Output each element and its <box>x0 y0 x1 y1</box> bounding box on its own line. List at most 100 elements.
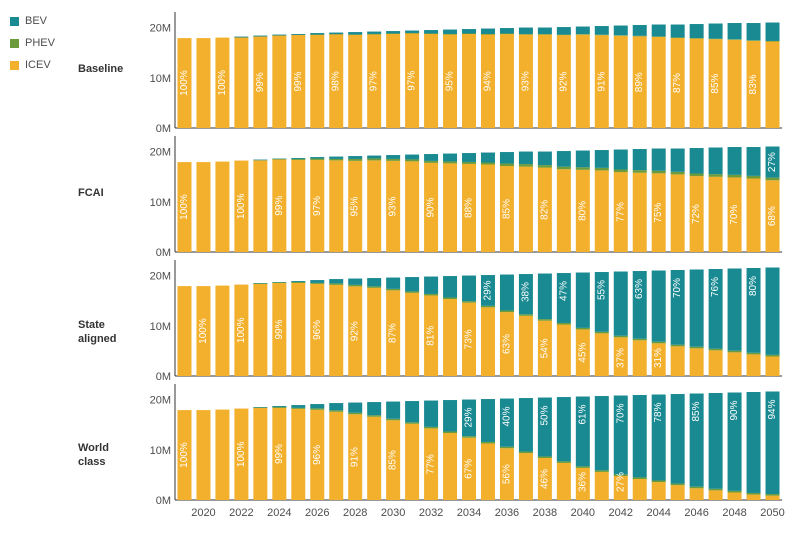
bar-bev-2025 <box>291 405 306 408</box>
bar-icev-2043 <box>632 479 647 500</box>
bar-icev-2047 <box>708 39 723 128</box>
bar-phev-2049 <box>746 492 761 495</box>
x-tick-label: 2050 <box>760 507 784 519</box>
bar-label: 80% <box>577 201 588 221</box>
bar-label: 88% <box>464 198 475 218</box>
bar-phev-2041 <box>594 167 609 171</box>
bar-bev-2040 <box>575 26 590 35</box>
bar-label: 100% <box>236 193 247 219</box>
bar-icev-2045 <box>670 37 685 129</box>
bar-label: 38% <box>520 282 531 302</box>
bar-phev-2040 <box>575 466 590 468</box>
bar-bev-2031 <box>405 277 420 292</box>
bar-bev-2036 <box>499 398 514 447</box>
bar-label: 97% <box>369 71 380 91</box>
bar-icev-2038 <box>537 167 552 252</box>
bar-bev-2035 <box>480 152 495 163</box>
bar-icev-2046 <box>689 38 704 128</box>
bar-label: 78% <box>653 402 664 422</box>
bar-icev-2042 <box>613 337 628 376</box>
bar-bev-2045 <box>670 270 685 345</box>
bar-icev-2048 <box>727 177 742 252</box>
bar-phev-2031 <box>405 422 420 424</box>
bar-bev-2025 <box>291 158 306 160</box>
bar-label: 100% <box>236 317 247 343</box>
bar-icev-2025 <box>291 282 306 376</box>
bar-icev-2036 <box>499 312 514 376</box>
bar-bev-2042 <box>613 395 628 475</box>
bar-icev-2043 <box>632 172 647 252</box>
bar-label: 56% <box>501 464 512 484</box>
x-tick-label: 2036 <box>495 507 519 519</box>
bar-phev-2049 <box>746 40 761 41</box>
bar-phev-2030 <box>386 158 401 161</box>
bar-phev-2029 <box>367 286 382 288</box>
bar-icev-2040 <box>575 329 590 376</box>
bar-bev-2028 <box>348 278 363 285</box>
bar-icev-2047 <box>708 176 723 252</box>
bar-bev-2050 <box>765 146 780 178</box>
bar-icev-2038 <box>537 34 552 128</box>
bar-label: 100% <box>217 70 228 96</box>
bar-icev-2042 <box>613 35 628 128</box>
bar-bev-2038 <box>537 27 552 35</box>
x-tick-label: 2048 <box>722 507 746 519</box>
bar-label: 85% <box>691 401 702 421</box>
bar-bev-2034 <box>462 29 477 34</box>
bar-icev-2023 <box>253 160 268 252</box>
bar-phev-2046 <box>689 173 704 177</box>
bar-icev-2050 <box>765 495 780 500</box>
bar-phev-2050 <box>765 494 780 496</box>
bar-icev-2041 <box>594 35 609 128</box>
bar-bev-2041 <box>594 150 609 168</box>
bar-bev-2046 <box>689 148 704 174</box>
bar-bev-2026 <box>310 33 325 35</box>
bar-phev-2041 <box>594 331 609 334</box>
bar-bev-2033 <box>443 29 458 34</box>
bar-phev-2037 <box>518 34 533 35</box>
bar-bev-2029 <box>367 278 382 287</box>
x-tick-label: 2032 <box>419 507 443 519</box>
bar-phev-2033 <box>443 297 458 300</box>
bar-label: 27% <box>615 472 626 492</box>
bar-bev-2024 <box>272 34 287 36</box>
bar-bev-2035 <box>480 275 495 306</box>
y-tick-label: 10M <box>150 197 171 209</box>
bar-phev-2046 <box>689 346 704 349</box>
bar-bev-2050 <box>765 267 780 355</box>
bar-bev-2040 <box>575 150 590 168</box>
bar-icev-2036 <box>499 34 514 129</box>
bar-phev-2039 <box>556 34 571 36</box>
bar-label: 75% <box>653 203 664 223</box>
bar-label: 96% <box>312 445 323 465</box>
bar-icev-2050 <box>765 41 780 128</box>
bar-phev-2043 <box>632 35 647 37</box>
bar-bev-2032 <box>424 30 439 34</box>
bar-icev-2023 <box>253 283 268 376</box>
bar-bev-2049 <box>746 392 761 493</box>
bar-phev-2037 <box>518 314 533 316</box>
legend-item-bev: BEV <box>10 10 55 32</box>
bar-icev-2025 <box>291 35 306 128</box>
bar-icev-2027 <box>329 284 344 376</box>
bar-bev-2048 <box>727 392 742 491</box>
bar-icev-2040 <box>575 467 590 500</box>
bar-label: 89% <box>634 72 645 92</box>
legend-label-bev: BEV <box>25 15 48 27</box>
bar-phev-2042 <box>613 35 628 36</box>
bar-icev-2025 <box>291 408 306 500</box>
bar-phev-2032 <box>424 293 439 296</box>
bar-phev-2031 <box>405 159 420 162</box>
bar-label: 100% <box>179 194 190 220</box>
legend: BEV PHEV ICEV <box>10 10 55 76</box>
bar-phev-2042 <box>613 474 628 476</box>
bar-phev-2045 <box>670 171 685 175</box>
bar-phev-2047 <box>708 488 723 491</box>
bar-phev-2027 <box>329 410 344 412</box>
bar-icev-2031 <box>405 292 420 376</box>
bar-icev-2042 <box>613 172 628 252</box>
bar-bev-2044 <box>651 394 666 481</box>
bar-bev-2034 <box>462 153 477 162</box>
bar-icev-2034 <box>462 33 477 128</box>
